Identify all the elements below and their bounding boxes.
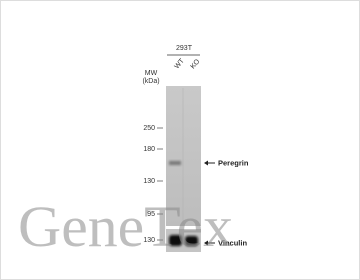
watermark: GeneTex: [18, 194, 233, 259]
blot-figure: 293T WT KO MW (kDa) 250 180 130 95 130 P…: [0, 0, 360, 280]
marker-label: 130: [143, 178, 155, 185]
mw-label: (kDa): [142, 78, 159, 85]
peregrin-band: [169, 161, 181, 165]
cell-line: 293T: [176, 45, 193, 52]
band-label: Peregrin: [218, 158, 249, 167]
marker-label: 250: [143, 125, 155, 132]
mw-label: MW: [145, 70, 158, 77]
marker-label: 180: [143, 146, 155, 153]
